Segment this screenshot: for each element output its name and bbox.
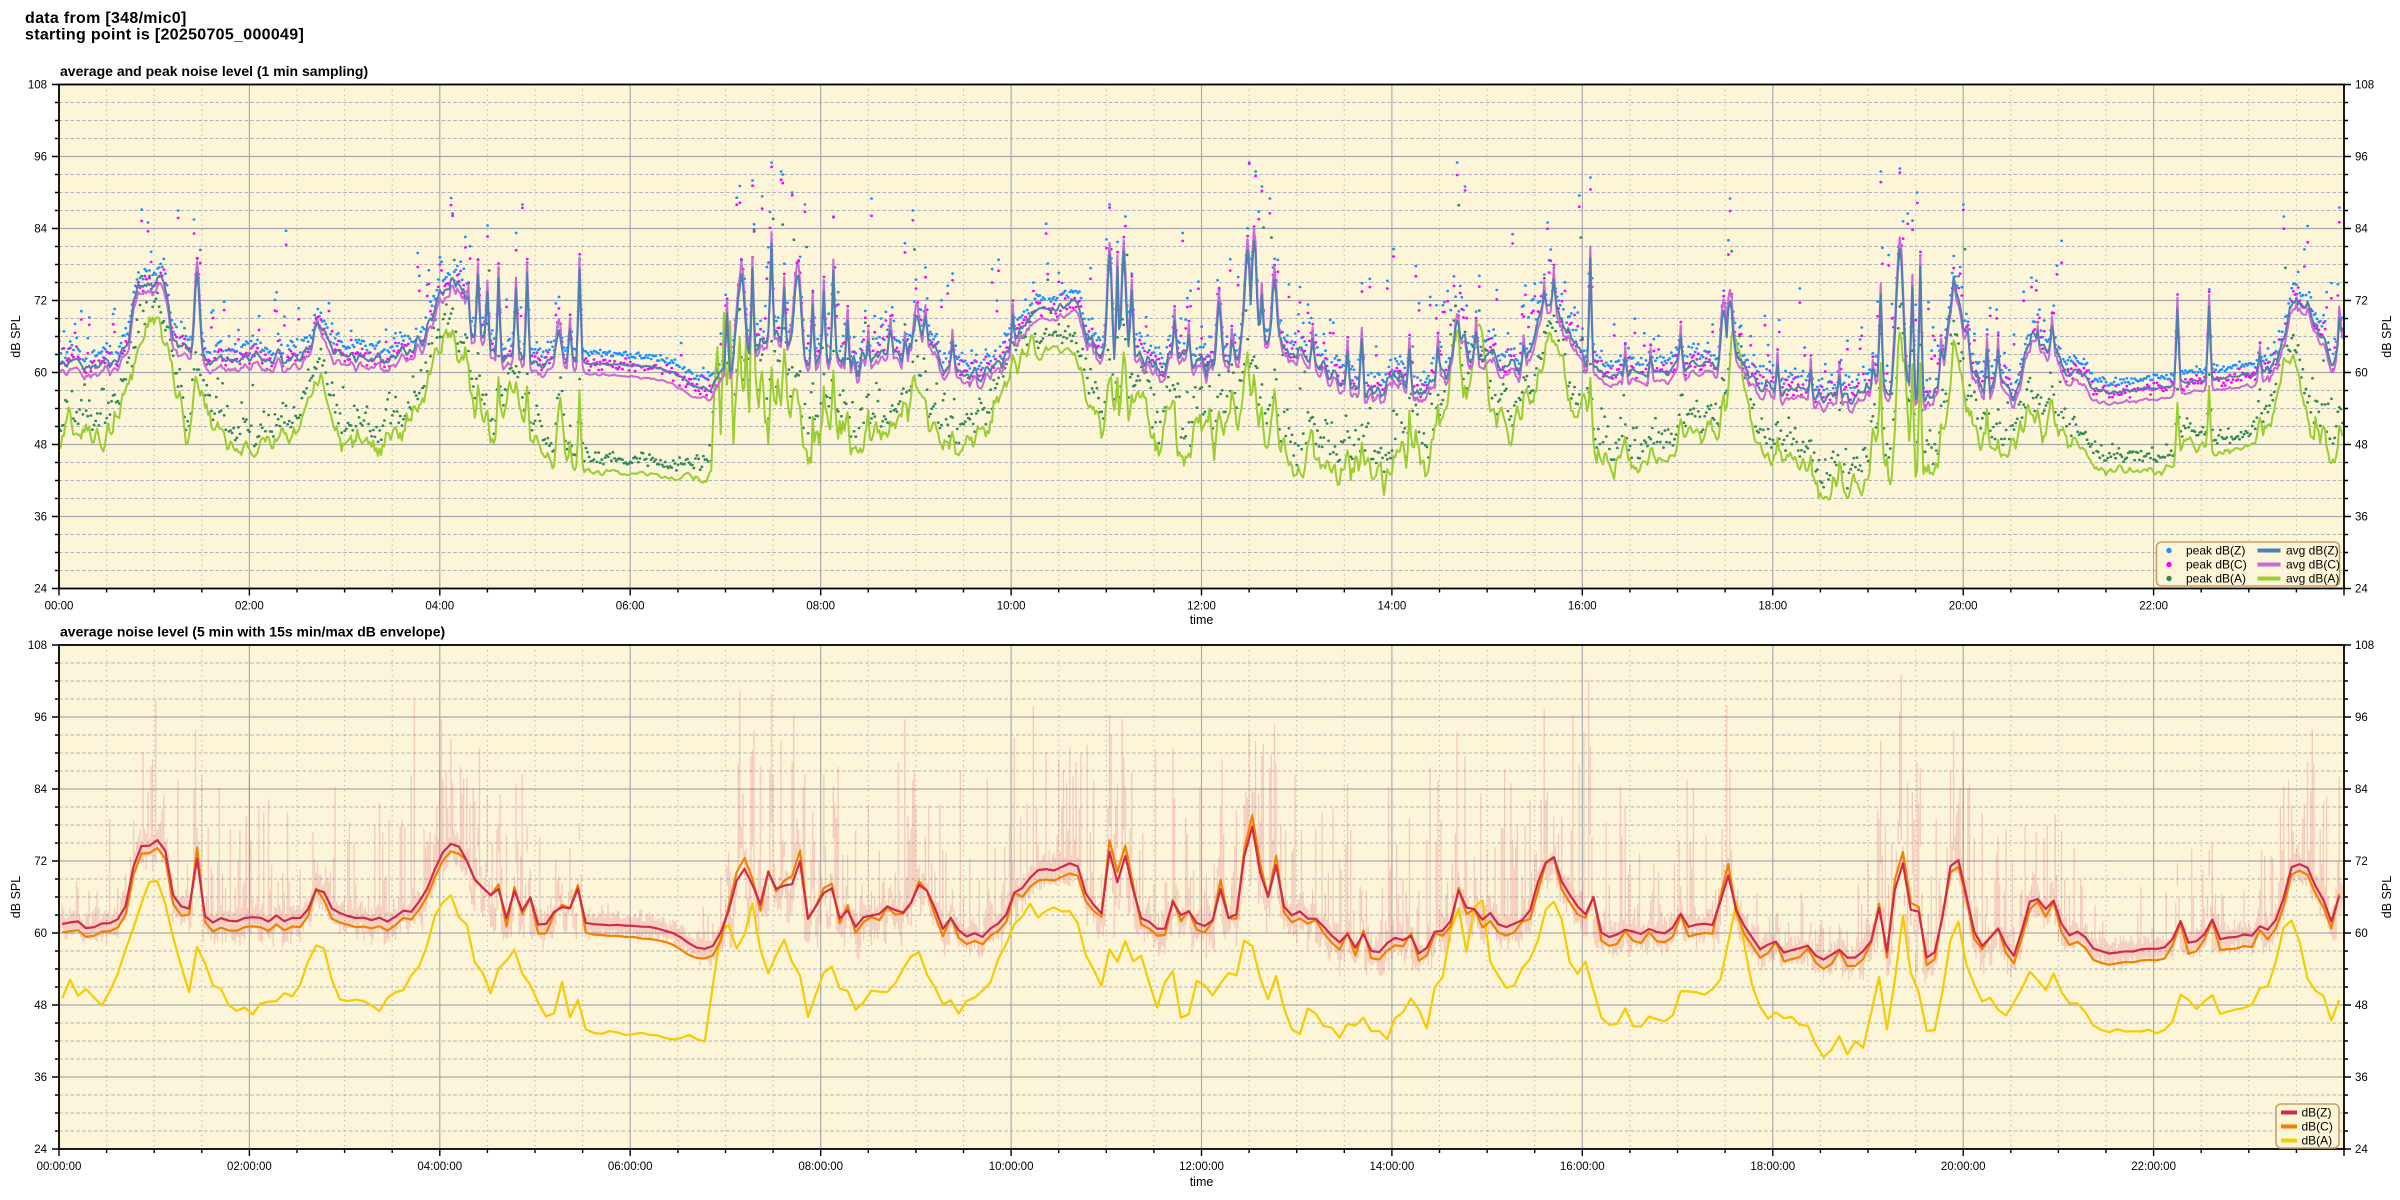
svg-text:48: 48 [34,440,47,452]
svg-text:dB SPL: dB SPL [2380,315,2394,357]
svg-text:72: 72 [34,856,47,868]
svg-text:84: 84 [2355,784,2368,796]
svg-text:12:00: 12:00 [1187,601,1216,613]
svg-text:108: 108 [28,80,47,92]
svg-text:average noise level (5 min wit: average noise level (5 min with 15s min/… [60,624,445,640]
svg-text:24: 24 [2355,1144,2368,1156]
svg-text:96: 96 [34,152,47,164]
svg-text:peak dB(C): peak dB(C) [2186,558,2247,572]
svg-text:08:00:00: 08:00:00 [798,1161,843,1173]
svg-text:22:00:00: 22:00:00 [2131,1161,2176,1173]
svg-text:96: 96 [34,712,47,724]
svg-text:dB SPL: dB SPL [2380,876,2394,918]
svg-text:dB SPL: dB SPL [9,315,23,357]
svg-text:14:00:00: 14:00:00 [1370,1161,1415,1173]
svg-text:12:00:00: 12:00:00 [1179,1161,1224,1173]
svg-text:starting point is [20250705_00: starting point is [20250705_000049] [25,27,304,44]
svg-text:60: 60 [34,928,47,940]
svg-text:08:00: 08:00 [806,601,835,613]
svg-text:dB SPL: dB SPL [9,876,23,918]
svg-text:04:00:00: 04:00:00 [417,1161,462,1173]
svg-text:36: 36 [34,1072,47,1084]
svg-text:108: 108 [28,640,47,652]
svg-text:06:00:00: 06:00:00 [608,1161,653,1173]
svg-text:108: 108 [2355,640,2374,652]
svg-text:60: 60 [2355,928,2368,940]
svg-text:72: 72 [2355,856,2368,868]
svg-text:10:00:00: 10:00:00 [989,1161,1034,1173]
svg-text:18:00: 18:00 [1758,601,1787,613]
svg-text:36: 36 [2355,512,2368,524]
svg-text:60: 60 [2355,368,2368,380]
svg-text:72: 72 [34,296,47,308]
svg-text:dB(C): dB(C) [2302,1120,2333,1134]
svg-text:00:00: 00:00 [45,601,74,613]
svg-text:36: 36 [34,512,47,524]
svg-text:14:00: 14:00 [1378,601,1407,613]
svg-text:06:00: 06:00 [616,601,645,613]
svg-text:96: 96 [2355,712,2368,724]
svg-text:24: 24 [2355,584,2368,596]
svg-text:average and peak noise level (: average and peak noise level (1 min samp… [60,63,368,79]
svg-text:84: 84 [34,784,47,796]
svg-text:20:00: 20:00 [1949,601,1978,613]
svg-text:48: 48 [2355,1000,2368,1012]
svg-text:peak dB(A): peak dB(A) [2186,572,2246,586]
svg-text:avg dB(A): avg dB(A) [2286,572,2339,586]
svg-text:dB(A): dB(A) [2302,1134,2333,1148]
svg-text:16:00: 16:00 [1568,601,1597,613]
svg-text:04:00: 04:00 [425,601,454,613]
svg-text:24: 24 [34,1144,47,1156]
svg-text:avg dB(C): avg dB(C) [2286,558,2340,572]
svg-text:02:00:00: 02:00:00 [227,1161,272,1173]
svg-text:84: 84 [2355,224,2368,236]
svg-text:peak dB(Z): peak dB(Z) [2186,544,2245,558]
svg-text:10:00: 10:00 [997,601,1026,613]
svg-text:02:00: 02:00 [235,601,264,613]
svg-text:time: time [1190,613,1214,627]
svg-text:avg dB(Z): avg dB(Z) [2286,544,2339,558]
svg-text:36: 36 [2355,1072,2368,1084]
svg-text:16:00:00: 16:00:00 [1560,1161,1605,1173]
svg-text:20:00:00: 20:00:00 [1941,1161,1986,1173]
svg-text:96: 96 [2355,152,2368,164]
svg-text:48: 48 [34,1000,47,1012]
svg-text:22:00: 22:00 [2139,601,2168,613]
svg-text:dB(Z): dB(Z) [2302,1106,2332,1120]
svg-text:data from [348/mic0]: data from [348/mic0] [25,10,187,27]
svg-text:60: 60 [34,368,47,380]
svg-text:72: 72 [2355,296,2368,308]
svg-text:48: 48 [2355,440,2368,452]
svg-text:18:00:00: 18:00:00 [1750,1161,1795,1173]
svg-text:24: 24 [34,584,47,596]
svg-text:84: 84 [34,224,47,236]
svg-text:time: time [1190,1175,1214,1189]
svg-text:00:00:00: 00:00:00 [37,1161,82,1173]
svg-text:108: 108 [2355,80,2374,92]
